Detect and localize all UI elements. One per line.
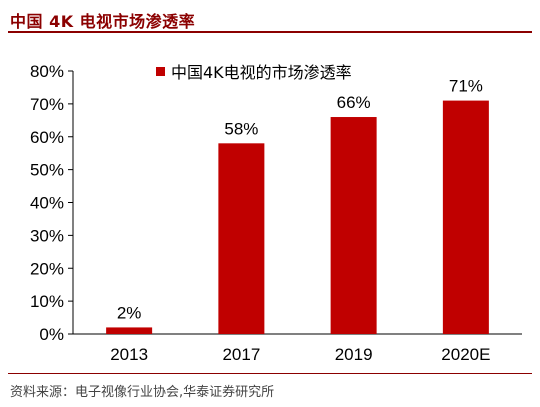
y-tick-label: 10% <box>30 292 64 311</box>
y-tick-label: 20% <box>30 259 64 278</box>
x-axis-ticks: 2013 2017 2019 2020E <box>110 345 490 364</box>
data-labels: 2% 58% 66% 71% <box>117 77 483 323</box>
source-note: 资料来源：电子视像行业协会,华泰证券研究所 <box>10 385 275 400</box>
x-tick-label-2020E: 2020E <box>441 345 490 364</box>
x-tick-label-2017: 2017 <box>222 345 260 364</box>
y-tick-label: 60% <box>30 128 64 147</box>
x-tick-label-2013: 2013 <box>110 345 148 364</box>
y-axis-ticks: 0% 10% 20% 30% 40% 50% 60% 70% 80% <box>30 62 73 344</box>
data-label-2020E: 71% <box>449 77 483 96</box>
data-label-2013: 2% <box>117 303 142 322</box>
legend-label: 中国4K电视的市场渗透率 <box>171 63 352 82</box>
y-tick-label: 70% <box>30 95 64 114</box>
y-tick-label: 0% <box>39 325 64 344</box>
chart-title: 中国 4K 电视市场渗透率 <box>10 12 196 31</box>
bar-2017 <box>218 143 265 334</box>
footer-divider <box>8 373 532 374</box>
data-label-2017: 58% <box>224 119 258 138</box>
bar-2019 <box>330 117 377 335</box>
y-tick-label: 50% <box>30 161 64 180</box>
x-tick-label-2019: 2019 <box>335 345 373 364</box>
bar-2020E <box>442 100 489 335</box>
bars <box>106 100 489 335</box>
y-tick-label: 80% <box>30 62 64 81</box>
bar-2013 <box>106 327 153 334</box>
legend: 中国4K电视的市场渗透率 <box>156 63 352 82</box>
y-tick-label: 30% <box>30 226 64 245</box>
data-label-2019: 66% <box>337 93 371 112</box>
y-tick-label: 40% <box>30 194 64 213</box>
title-divider <box>8 31 532 33</box>
legend-swatch <box>156 67 165 76</box>
